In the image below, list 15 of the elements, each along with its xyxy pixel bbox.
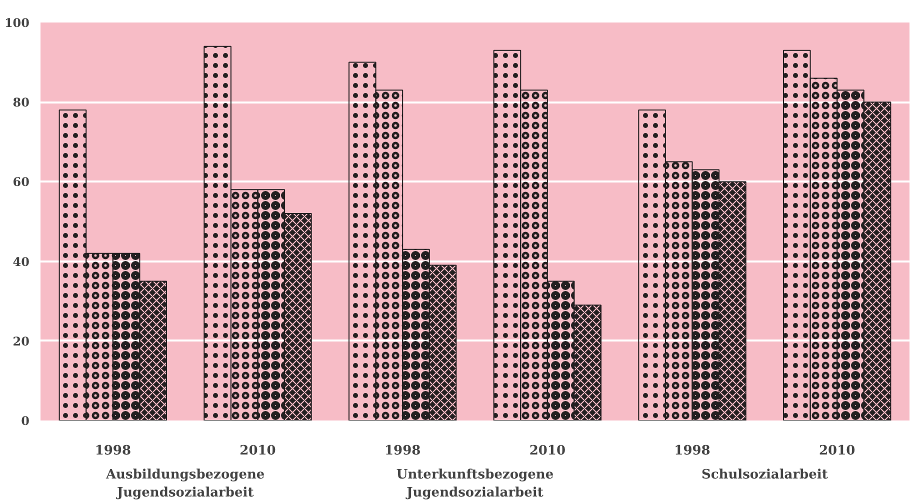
x-tick-label: 2010 bbox=[818, 444, 856, 458]
text: Unterkunftsbezogene Jugendsozialarbeit bbox=[396, 468, 554, 500]
text: Ausbildungsbezogene Jugendsozialarbeit bbox=[104, 468, 265, 500]
y-tick-label: 40 bbox=[12, 254, 30, 269]
y-tick-label: 20 bbox=[12, 334, 30, 348]
y-tick-label: 60 bbox=[12, 175, 30, 190]
text: Schulsozialarbeit bbox=[701, 468, 828, 482]
y-tick-label: 100 bbox=[4, 16, 30, 30]
x-tick-label: 2010 bbox=[240, 444, 276, 458]
y-tick-label: 0 bbox=[21, 414, 30, 428]
y-tick-label: 80 bbox=[12, 96, 30, 110]
x-tick-label: 1998 bbox=[94, 444, 132, 458]
x-tick-label: 1998 bbox=[674, 444, 710, 458]
x-tick-label: 1998 bbox=[384, 444, 421, 458]
x-tick-label: 2010 bbox=[529, 444, 566, 458]
